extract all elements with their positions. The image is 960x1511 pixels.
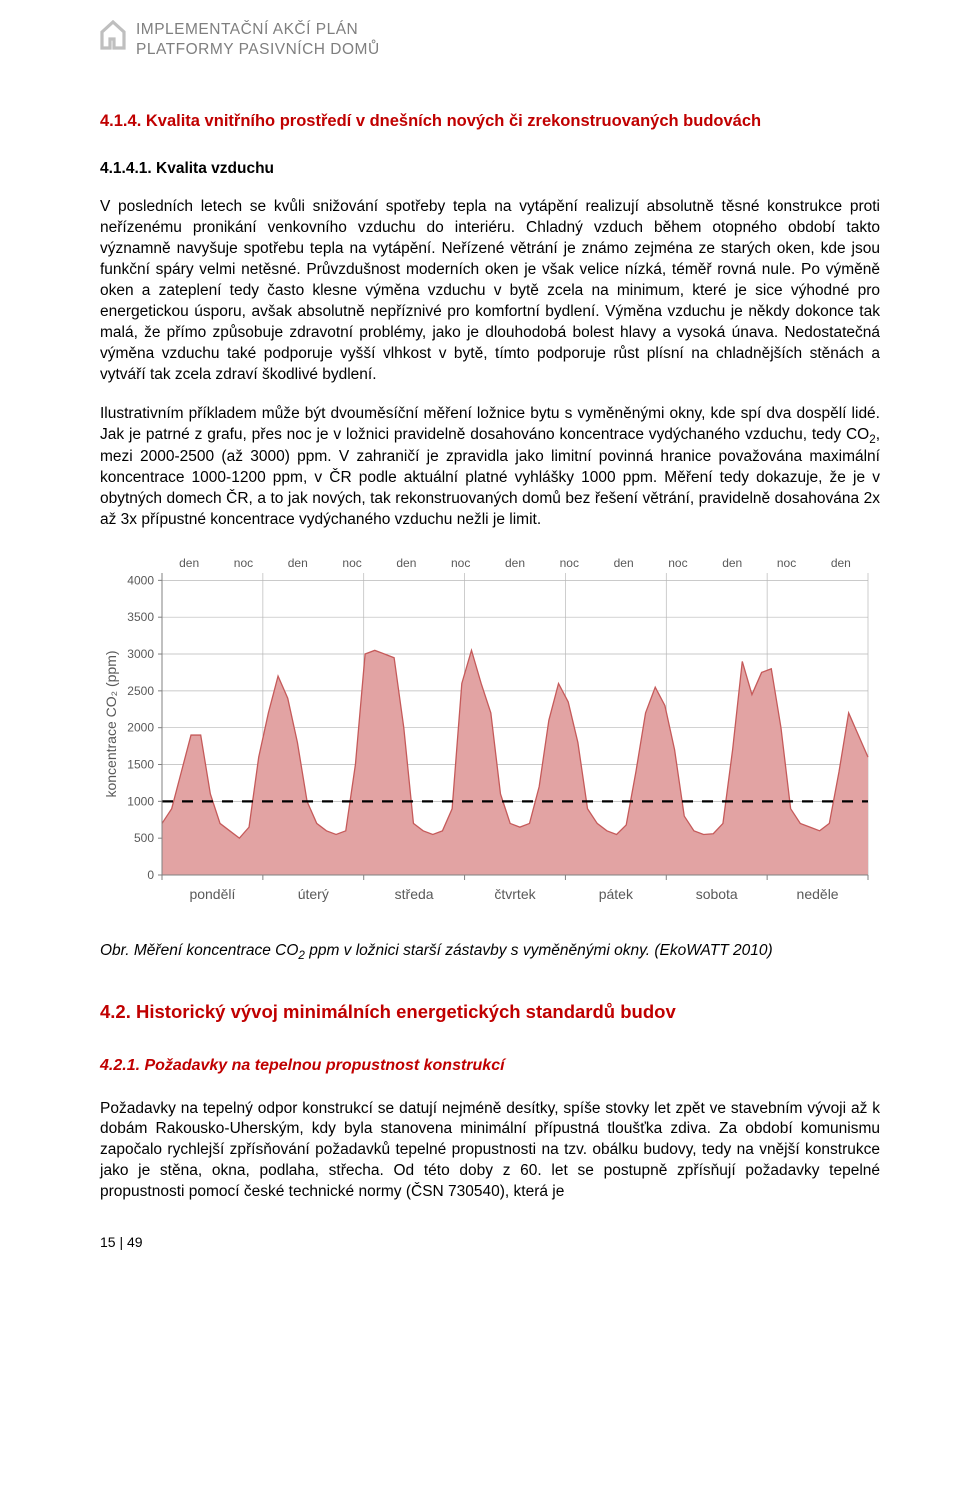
svg-text:den: den [831,556,851,570]
heading-414: 4.1.4. Kvalita vnitřního prostředí v dne… [100,110,880,132]
house-icon [100,20,126,50]
svg-text:úterý: úterý [298,886,329,902]
heading-4141: 4.1.4.1. Kvalita vzduchu [100,159,880,180]
svg-text:0: 0 [147,868,154,882]
svg-text:den: den [288,556,308,570]
svg-text:den: den [179,556,199,570]
svg-text:čtvrtek: čtvrtek [494,886,536,902]
heading-42: 4.2. Historický vývoj minimálních energe… [100,1000,880,1025]
page-header: IMPLEMENTAČNÍ AKČÍ PLÁN PLATFORMY PASIVN… [100,20,880,60]
svg-text:4000: 4000 [127,574,154,588]
svg-text:noc: noc [342,556,361,570]
svg-text:noc: noc [234,556,253,570]
heading-421: 4.2.1. Požadavky na tepelnou propustnost… [100,1055,880,1077]
svg-text:3500: 3500 [127,610,154,624]
header-text: IMPLEMENTAČNÍ AKČÍ PLÁN PLATFORMY PASIVN… [136,20,380,60]
para2-pre: Ilustrativním příkladem může být dvouměs… [100,405,880,443]
svg-text:noc: noc [560,556,579,570]
svg-text:den: den [396,556,416,570]
caption-post: ppm v ložnici starší zástavby s vyměněný… [305,942,773,959]
page-number: 15 | 49 [100,1233,880,1252]
svg-text:den: den [614,556,634,570]
svg-text:3000: 3000 [127,647,154,661]
svg-text:500: 500 [134,831,154,845]
header-line1: IMPLEMENTAČNÍ AKČÍ PLÁN [136,21,358,38]
svg-text:1000: 1000 [127,794,154,808]
svg-text:2000: 2000 [127,721,154,735]
para-414-2: Ilustrativním příkladem může být dvouměs… [100,404,880,531]
figure-caption: Obr. Měření koncentrace CO2 ppm v ložnic… [100,941,880,964]
svg-text:pondělí: pondělí [189,886,235,902]
svg-text:středa: středa [395,886,434,902]
svg-text:neděle: neděle [797,886,839,902]
svg-text:noc: noc [777,556,796,570]
svg-text:den: den [505,556,525,570]
co2-chart: 0 500 1000 1500 2000 2500 3000 3500 4000 den noc de… [100,549,880,929]
svg-text:koncentrace CO₂ (ppm): koncentrace CO₂ (ppm) [103,651,119,798]
header-line2: PLATFORMY PASIVNÍCH DOMŮ [136,41,380,58]
svg-text:1500: 1500 [127,758,154,772]
para-421: Požadavky na tepelný odpor konstrukcí se… [100,1099,880,1204]
para-414-1: V posledních letech se kvůli snižování s… [100,197,880,385]
svg-text:sobota: sobota [696,886,738,902]
caption-pre: Obr. Měření koncentrace CO [100,942,298,959]
svg-text:noc: noc [668,556,687,570]
svg-text:pátek: pátek [599,886,634,902]
svg-text:noc: noc [451,556,470,570]
svg-text:2500: 2500 [127,684,154,698]
svg-text:den: den [722,556,742,570]
